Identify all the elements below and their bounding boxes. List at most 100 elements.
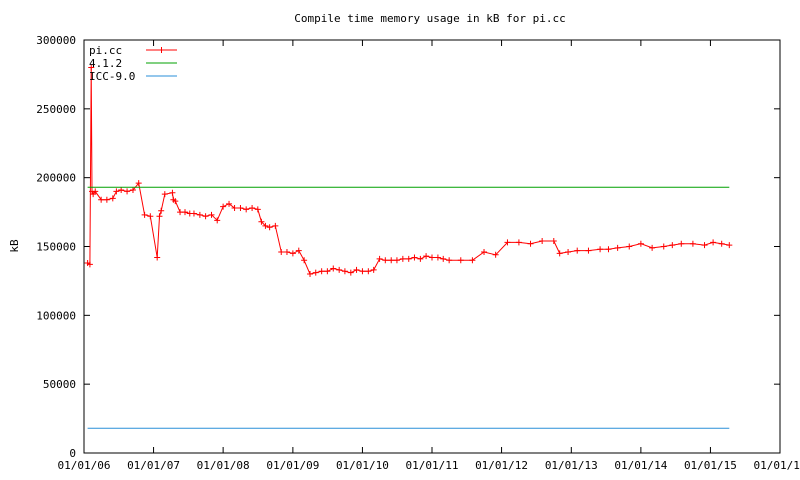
data-point — [515, 239, 522, 246]
data-point — [504, 239, 511, 246]
data-point — [88, 64, 95, 71]
data-point — [660, 243, 667, 250]
data-point — [365, 268, 372, 275]
plot-frame — [83, 39, 781, 454]
data-point — [353, 266, 360, 273]
data-point — [135, 180, 142, 187]
y-tick-label: 50000 — [43, 378, 76, 391]
data-point — [446, 257, 453, 264]
data-point — [124, 188, 131, 195]
data-point — [202, 213, 209, 220]
data-point — [208, 211, 215, 218]
legend-label: pi.cc — [89, 44, 122, 57]
data-point — [220, 203, 227, 210]
data-point — [341, 268, 348, 275]
x-tick-label: 01/01/07 — [127, 459, 180, 472]
data-point — [347, 269, 354, 276]
data-point — [492, 251, 499, 258]
y-axis-ticks: 0 50000 100000 150000 200000 250000 300000 — [36, 34, 780, 460]
data-point — [226, 200, 233, 207]
data-point — [689, 240, 696, 247]
data-point — [585, 247, 592, 254]
data-point — [147, 213, 154, 220]
data-point — [113, 188, 120, 195]
data-point — [98, 196, 105, 203]
data-point — [278, 249, 285, 256]
data-point — [118, 187, 125, 194]
data-point — [539, 237, 546, 244]
data-point — [190, 210, 197, 217]
series-line-0 — [87, 67, 730, 275]
data-point — [307, 271, 314, 278]
data-point — [637, 240, 644, 247]
y-tick-label: 300000 — [36, 34, 76, 47]
x-tick-label: 01/01/08 — [197, 459, 250, 472]
data-point — [574, 247, 581, 254]
x-tick-label: 01/01/16 — [754, 459, 800, 472]
data-point — [109, 195, 116, 202]
data-point — [649, 244, 656, 251]
y-tick-label: 100000 — [36, 309, 76, 322]
data-point — [423, 253, 430, 260]
data-point — [399, 255, 406, 262]
data-point — [129, 187, 136, 194]
data-point — [457, 257, 464, 264]
y-tick-label: 150000 — [36, 241, 76, 254]
series-layer — [84, 64, 733, 429]
data-point — [161, 191, 168, 198]
data-point — [318, 268, 325, 275]
data-point — [258, 218, 265, 225]
x-tick-label: 01/01/09 — [266, 459, 319, 472]
x-tick-label: 01/01/10 — [336, 459, 389, 472]
data-point — [103, 196, 110, 203]
data-point — [154, 254, 161, 261]
y-tick-label: 0 — [69, 447, 76, 460]
data-point — [701, 242, 708, 249]
data-point — [254, 206, 261, 213]
data-point — [550, 237, 557, 244]
data-point — [370, 266, 377, 273]
data-point — [214, 217, 221, 224]
data-point — [182, 209, 189, 216]
data-point — [405, 255, 412, 262]
data-point — [289, 250, 296, 257]
data-point — [92, 188, 99, 195]
data-point — [172, 198, 179, 205]
x-axis-ticks: 01/01/06 01/01/07 01/01/08 01/01/09 01/01/10… — [58, 40, 800, 472]
x-tick-label: 01/01/12 — [475, 459, 528, 472]
x-tick-label: 01/01/06 — [58, 459, 111, 472]
legend-marker — [158, 47, 165, 53]
data-point — [158, 207, 165, 214]
data-point — [312, 269, 319, 276]
data-point — [481, 249, 488, 256]
data-point — [393, 257, 400, 264]
data-point — [726, 242, 733, 249]
data-point — [324, 268, 331, 275]
data-point — [301, 257, 308, 264]
data-point — [243, 206, 250, 213]
chart-title: Compile time memory usage in kB for pi.c… — [294, 12, 566, 25]
x-tick-label: 01/01/15 — [684, 459, 737, 472]
data-point — [336, 266, 343, 273]
x-tick-label: 01/01/14 — [614, 459, 667, 472]
y-tick-label: 250000 — [36, 103, 76, 116]
data-point — [330, 265, 337, 272]
data-point — [266, 224, 273, 231]
data-point — [469, 257, 476, 264]
data-point — [434, 254, 441, 261]
data-point — [272, 222, 279, 229]
data-point — [231, 204, 238, 211]
data-point — [262, 222, 269, 229]
data-point — [376, 255, 383, 262]
data-point — [237, 204, 244, 211]
data-point — [710, 239, 717, 246]
data-point — [86, 261, 93, 268]
data-point — [597, 246, 604, 253]
legend-label: ICC-9.0 — [89, 70, 135, 83]
data-point — [678, 240, 685, 247]
data-point — [169, 189, 176, 196]
data-point — [626, 243, 633, 250]
data-point — [283, 249, 290, 256]
